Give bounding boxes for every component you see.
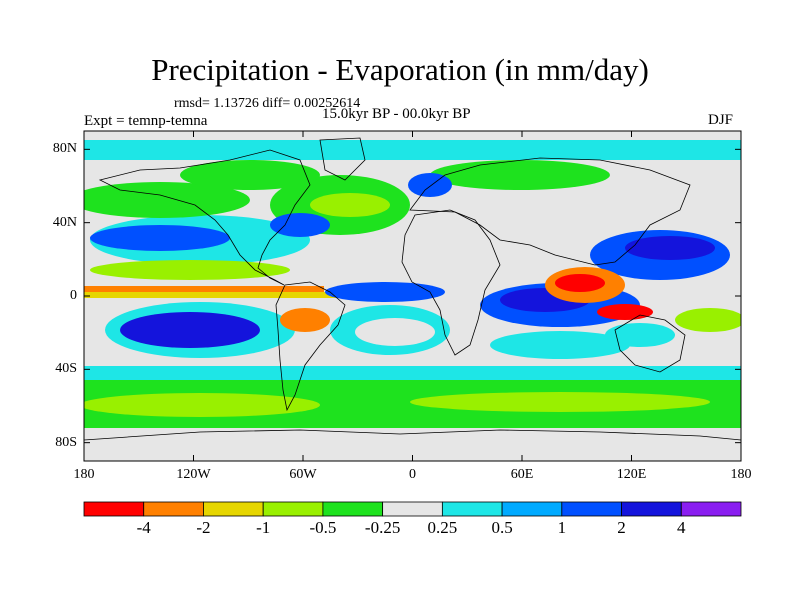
colorbar-label: 1 [557, 518, 567, 537]
colorbar-label: -1 [256, 518, 271, 537]
colorbar-label: 2 [617, 518, 626, 537]
field-sahara-grey [390, 222, 510, 278]
season-label: DJF [708, 112, 734, 128]
coast-africa [401, 209, 501, 356]
coast-north-america [98, 149, 311, 286]
field-north-atlantic-lime [310, 193, 390, 217]
field-maritime-red [555, 274, 605, 292]
colorbar-box [83, 501, 145, 517]
coast-south-america [275, 281, 346, 412]
colorbar-box [621, 501, 682, 517]
lat-label: 40S [55, 361, 77, 377]
colorbar [83, 501, 742, 517]
experiment-label: Expt = temnp-temna [84, 113, 208, 129]
field-canada-green [180, 160, 320, 190]
coast-australia [614, 314, 686, 373]
field-subtropical-pacific [90, 260, 290, 280]
colorbar-box [382, 501, 443, 517]
colorbar-label: 4 [677, 518, 686, 537]
field-itcz-orange [84, 286, 324, 292]
field-south-pacific-dblue [120, 312, 260, 348]
field-gulfstream-blue [270, 213, 330, 237]
coast-eurasia [409, 157, 691, 266]
field-southern-belt-lime2 [410, 392, 710, 412]
field-north-pacific-blue [90, 225, 230, 251]
colorbar-label: -0.25 [364, 518, 401, 537]
colorbar-label: 0.5 [491, 518, 513, 537]
colorbar-label: 0.25 [427, 518, 458, 537]
field-indian-cyan-south [490, 331, 630, 359]
colorbar-box [680, 501, 742, 517]
latitude-ticks [84, 148, 741, 444]
lon-label: 60W [289, 467, 317, 482]
field-arctic-cyan [84, 140, 741, 160]
lat-label: 40N [52, 214, 77, 230]
field-australia-cyan [605, 323, 675, 347]
field-south-atlantic-grey [355, 318, 435, 346]
longitude-ticks [83, 131, 742, 461]
field-equatorial-atlantic [325, 282, 445, 302]
field-arctic-blue [408, 173, 452, 197]
lon-label: 180 [730, 467, 752, 482]
period-label: 15.0kyr BP - 00.0kyr BP [322, 106, 471, 122]
colorbar-box [322, 501, 384, 517]
field-itcz-yellow [84, 292, 344, 298]
lat-label: 80S [55, 434, 77, 450]
colorbar-box [143, 501, 204, 517]
lon-label: 180 [73, 467, 95, 482]
lon-label: 120E [616, 467, 647, 482]
colorbar-label: -4 [136, 518, 151, 537]
lon-label: 60E [510, 467, 534, 482]
field-southern-belt-lime [84, 393, 320, 417]
field-central-asia-grey [485, 197, 595, 233]
lon-label: 120W [176, 467, 211, 482]
field-south-pacific-cz [675, 308, 741, 332]
coast-greenland [319, 137, 366, 181]
lat-label: 0 [70, 288, 77, 303]
plot-title: Precipitation - Evaporation (in mm/day) [151, 52, 649, 87]
field-southern-cyan [84, 366, 741, 380]
colorbar-box [203, 501, 264, 517]
coast-antarctica [84, 429, 741, 441]
lat-label: 80N [52, 141, 77, 157]
colorbar-box [441, 501, 503, 517]
lon-label: 0 [409, 467, 416, 482]
colorbar-box [501, 501, 563, 517]
field-eurasia-green [430, 160, 610, 190]
stats-text: rmsd= 1.13726 diff= 0.00252614 [174, 96, 361, 111]
field-amazon-orange [280, 308, 330, 332]
colorbar-label: -2 [196, 518, 211, 537]
field-west-pacific-dblue [625, 236, 715, 260]
colorbar-box [561, 501, 622, 517]
coastlines [84, 137, 741, 441]
colorbar-box [262, 501, 324, 517]
colorbar-label: -0.5 [309, 518, 337, 537]
field-layer [84, 140, 741, 428]
field-indonesia-red [597, 304, 653, 320]
